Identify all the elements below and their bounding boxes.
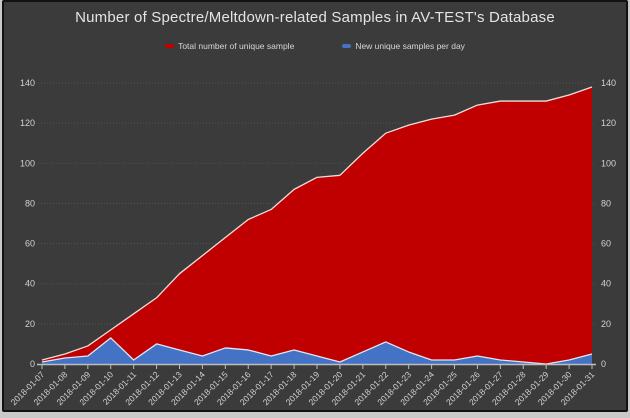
chart-surface <box>2 0 628 412</box>
legend-label-total-samples: Total number of unique sample <box>178 41 295 51</box>
chart-title: Number of Spectre/Meltdown-related Sampl… <box>75 9 555 26</box>
legend-item-new-samples: New unique samples per day <box>342 41 465 51</box>
legend-item-total-samples: Total number of unique sample <box>165 41 294 51</box>
chart-legend: Total number of unique sample New unique… <box>0 41 630 51</box>
legend-color-new-icon <box>342 44 352 48</box>
legend-label-new-samples: New unique samples per day <box>355 41 465 51</box>
legend-color-total-icon <box>165 44 175 48</box>
